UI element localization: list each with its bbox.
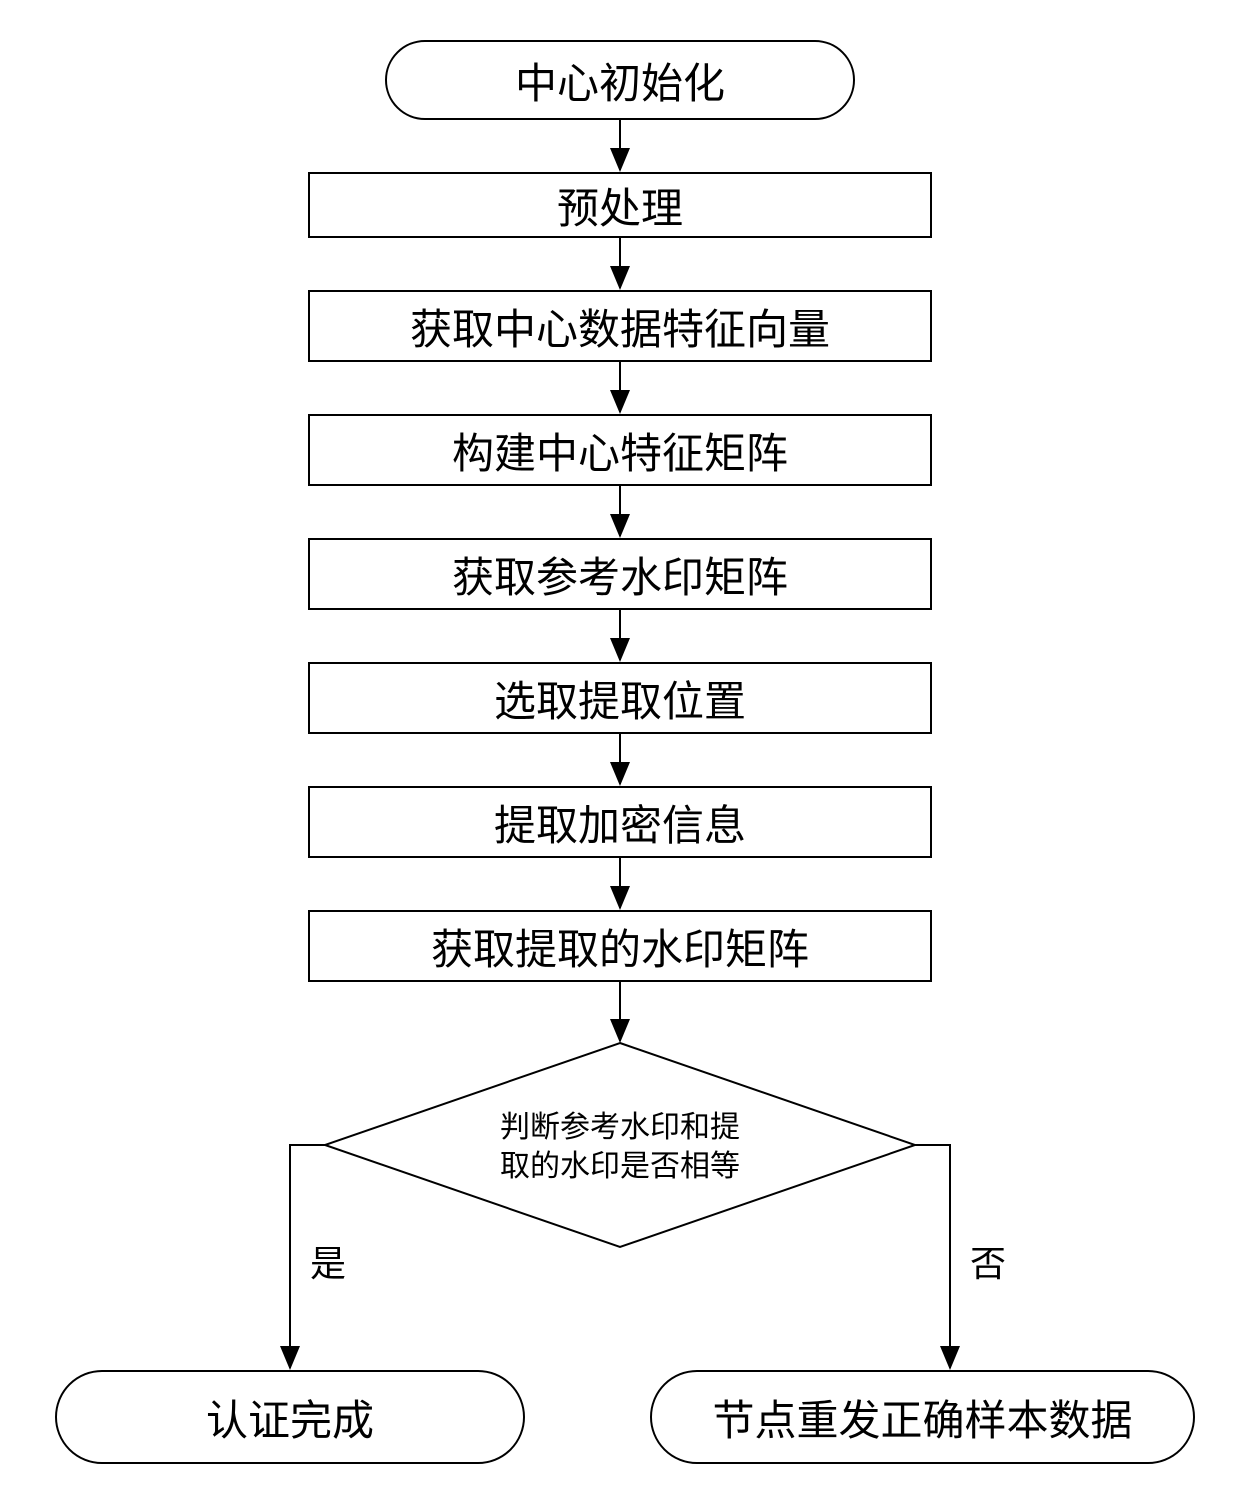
node-extract-encrypted-label: 提取加密信息 — [494, 792, 746, 853]
node-select-position: 选取提取位置 — [308, 662, 932, 734]
node-feature-vector: 获取中心数据特征向量 — [308, 290, 932, 362]
node-start-label: 中心初始化 — [515, 50, 725, 111]
node-feature-vector-label: 获取中心数据特征向量 — [410, 296, 830, 357]
node-preprocess: 预处理 — [308, 172, 932, 238]
node-preprocess-label: 预处理 — [557, 175, 683, 236]
node-end-yes-label: 认证完成 — [206, 1387, 374, 1448]
node-extracted-watermark: 获取提取的水印矩阵 — [308, 910, 932, 982]
edge-no — [915, 1145, 950, 1368]
node-feature-matrix-label: 构建中心特征矩阵 — [452, 420, 788, 481]
node-feature-matrix: 构建中心特征矩阵 — [308, 414, 932, 486]
edge-label-yes: 是 — [310, 1235, 346, 1287]
node-ref-watermark: 获取参考水印矩阵 — [308, 538, 932, 610]
node-start: 中心初始化 — [385, 40, 855, 120]
node-end-no-label: 节点重发正确样本数据 — [712, 1387, 1132, 1448]
node-end-yes: 认证完成 — [55, 1370, 525, 1464]
node-ref-watermark-label: 获取参考水印矩阵 — [452, 544, 788, 605]
node-extracted-watermark-label: 获取提取的水印矩阵 — [431, 916, 809, 977]
node-select-position-label: 选取提取位置 — [494, 668, 746, 729]
decision-label-line2: 取的水印是否相等 — [470, 1147, 770, 1186]
node-extract-encrypted: 提取加密信息 — [308, 786, 932, 858]
node-decision-label: 判断参考水印和提 取的水印是否相等 — [470, 1108, 770, 1186]
decision-label-line1: 判断参考水印和提 — [470, 1108, 770, 1147]
node-end-no: 节点重发正确样本数据 — [650, 1370, 1195, 1464]
edge-label-no: 否 — [970, 1235, 1006, 1287]
